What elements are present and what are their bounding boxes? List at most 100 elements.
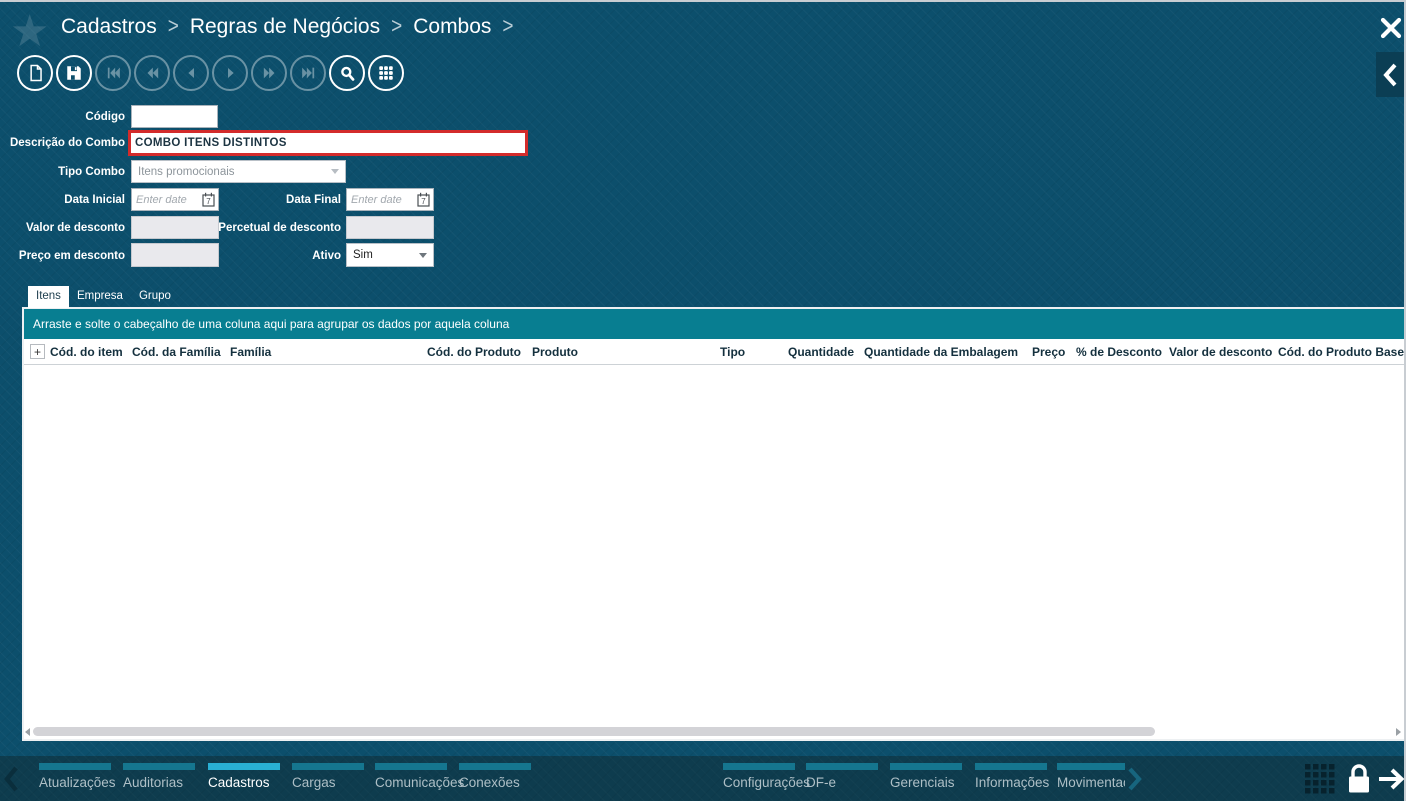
apps-grid-icon[interactable] bbox=[1304, 763, 1336, 795]
data-final-input[interactable] bbox=[351, 193, 417, 206]
data-inicial-input[interactable] bbox=[136, 193, 202, 206]
chevron-down-icon bbox=[419, 252, 427, 258]
calendar-icon[interactable]: 7 bbox=[202, 192, 215, 207]
nav-item-cadastros[interactable]: Cadastros bbox=[208, 763, 280, 790]
nav-item-df-e[interactable]: DF-e bbox=[806, 763, 878, 790]
column-header[interactable]: Cód. do Produto Base bbox=[1278, 344, 1404, 359]
nav-item-label: Conexões bbox=[459, 775, 520, 790]
nav-item-atualizacoes[interactable]: Atualizações bbox=[39, 763, 116, 790]
nav-item-label: Configurações bbox=[723, 775, 811, 790]
svg-text:7: 7 bbox=[421, 197, 426, 206]
nav-scroll-left-chevron-icon[interactable] bbox=[4, 766, 20, 792]
nav-scroll-right-chevron-icon[interactable] bbox=[1126, 767, 1142, 791]
breadcrumb-separator-icon: > bbox=[502, 14, 514, 39]
column-header[interactable]: Quantidade da Embalagem bbox=[864, 344, 1019, 359]
nav-item-label: Atualizações bbox=[39, 775, 116, 790]
nav-item-label: DF-e bbox=[806, 775, 836, 790]
search-button[interactable] bbox=[329, 55, 365, 91]
codigo-input[interactable] bbox=[131, 105, 218, 128]
grid-view-button[interactable] bbox=[368, 55, 404, 91]
new-record-button[interactable] bbox=[17, 55, 53, 91]
previous-icon bbox=[184, 65, 199, 81]
ativo-label: Ativo bbox=[312, 250, 341, 262]
group-by-drop-zone[interactable]: Arraste e solte o cabeçalho de uma colun… bbox=[24, 309, 1404, 339]
nav-item-label: Movimentaçõ bbox=[1057, 775, 1125, 790]
expand-all-header[interactable]: + bbox=[24, 344, 50, 359]
ativo-select[interactable]: Sim bbox=[346, 243, 434, 267]
valor-desconto-input bbox=[131, 216, 219, 239]
nav-item-gerenciais[interactable]: Gerenciais bbox=[890, 763, 962, 790]
nav-item-indicator bbox=[975, 763, 1047, 770]
percetual-desconto-input bbox=[346, 216, 434, 239]
column-header[interactable]: Cód. do item bbox=[50, 344, 123, 359]
grid-column-headers: + Cód. do item Cód. da Família Família Cód. … bbox=[24, 339, 1404, 365]
lock-icon[interactable] bbox=[1344, 763, 1374, 795]
breadcrumb-item[interactable]: Cadastros bbox=[61, 15, 157, 38]
tipo-combo-select[interactable]: Itens promocionais bbox=[131, 160, 346, 183]
scroll-left-arrow-icon[interactable] bbox=[25, 728, 30, 736]
grid-body-empty[interactable] bbox=[24, 365, 1404, 725]
last-record-icon bbox=[300, 65, 317, 81]
column-header[interactable]: Valor de desconto bbox=[1169, 344, 1273, 359]
data-inicial-label: Data Inicial bbox=[64, 194, 125, 206]
nav-item-indicator bbox=[375, 763, 447, 770]
nav-item-informacoes[interactable]: Informações bbox=[975, 763, 1049, 790]
breadcrumb-separator-icon: > bbox=[167, 14, 179, 39]
nav-item-auditorias[interactable]: Auditorias bbox=[123, 763, 195, 790]
column-header[interactable]: Família bbox=[230, 344, 272, 359]
nav-item-comunicacoes[interactable]: Comunicações bbox=[375, 763, 464, 790]
nav-item-configuracoes[interactable]: Configurações bbox=[723, 763, 810, 790]
preco-desconto-label: Preço em desconto bbox=[18, 250, 125, 262]
save-button[interactable] bbox=[56, 55, 92, 91]
close-icon[interactable] bbox=[1378, 15, 1404, 41]
forward-arrow-icon[interactable] bbox=[1377, 766, 1405, 792]
favorite-star-icon[interactable]: ★ bbox=[10, 7, 50, 56]
nav-item-indicator bbox=[292, 763, 364, 770]
first-record-button bbox=[95, 55, 131, 91]
search-icon bbox=[338, 64, 357, 83]
column-header[interactable]: Quantidade bbox=[788, 344, 855, 359]
window-right-border bbox=[1404, 0, 1406, 801]
group-by-hint: Arraste e solte o cabeçalho de uma colun… bbox=[33, 317, 510, 331]
collapse-panel-button[interactable] bbox=[1376, 52, 1406, 97]
column-header[interactable]: % de Desconto bbox=[1076, 344, 1163, 359]
data-inicial-field: 7 bbox=[131, 188, 219, 211]
next-icon bbox=[223, 65, 238, 81]
column-header[interactable]: Preço bbox=[1032, 344, 1066, 359]
column-header[interactable]: Produto bbox=[532, 344, 578, 359]
column-header[interactable]: Cód. da Família bbox=[132, 344, 221, 359]
breadcrumb-item[interactable]: Regras de Negócios bbox=[189, 15, 381, 38]
rewind-icon bbox=[144, 65, 161, 81]
nav-item-movimentaco[interactable]: Movimentaçõ bbox=[1057, 763, 1125, 790]
nav-item-indicator bbox=[39, 763, 111, 770]
breadcrumb-item[interactable]: Combos bbox=[413, 15, 492, 38]
scroll-right-arrow-icon[interactable] bbox=[1396, 728, 1401, 736]
tab-empresa[interactable]: Empresa bbox=[76, 290, 123, 302]
preco-desconto-input bbox=[131, 243, 219, 267]
nav-item-cargas[interactable]: Cargas bbox=[292, 763, 364, 790]
nav-item-indicator bbox=[208, 763, 280, 770]
scrollbar-thumb[interactable] bbox=[33, 727, 1155, 736]
nav-item-indicator bbox=[123, 763, 195, 770]
items-grid: Arraste e solte o cabeçalho de uma colun… bbox=[22, 307, 1406, 741]
plus-icon[interactable]: + bbox=[30, 344, 45, 359]
tab-itens[interactable]: Itens bbox=[28, 286, 69, 308]
nav-item-conexoes[interactable]: Conexões bbox=[459, 763, 531, 790]
module-nav-bar: Atualizações Auditorias Cadastros Cargas Com… bbox=[0, 756, 1406, 801]
percetual-desconto-label: Percetual de desconto bbox=[218, 222, 341, 234]
nav-item-indicator bbox=[723, 763, 795, 770]
forward-icon bbox=[261, 65, 278, 81]
horizontal-scrollbar[interactable] bbox=[24, 725, 1404, 739]
descricao-highlight-border bbox=[128, 130, 528, 156]
tab-grupo[interactable]: Grupo bbox=[138, 290, 171, 302]
nav-item-label: Cargas bbox=[292, 775, 336, 790]
column-header[interactable]: Cód. do Produto bbox=[427, 344, 521, 359]
record-toolbar bbox=[17, 55, 404, 91]
grid-view-icon bbox=[377, 64, 395, 82]
nav-item-indicator bbox=[806, 763, 878, 770]
column-header[interactable]: Tipo bbox=[720, 344, 746, 359]
calendar-icon[interactable]: 7 bbox=[417, 192, 430, 207]
collapse-panel-chevron-icon bbox=[1383, 63, 1397, 86]
descricao-input[interactable] bbox=[131, 133, 525, 153]
